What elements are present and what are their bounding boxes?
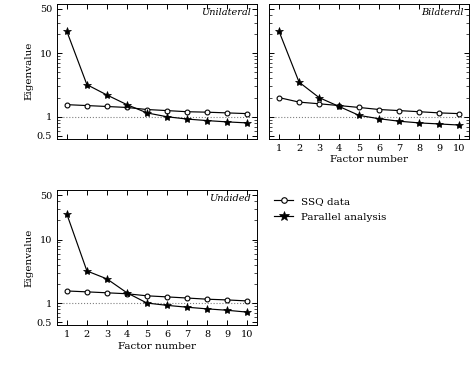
- Y-axis label: Eigenvalue: Eigenvalue: [25, 42, 34, 101]
- X-axis label: Factor number: Factor number: [330, 155, 408, 164]
- Text: Bilateral: Bilateral: [421, 8, 463, 17]
- X-axis label: Factor number: Factor number: [118, 342, 196, 351]
- Y-axis label: Eigenvalue: Eigenvalue: [25, 228, 34, 287]
- Legend: SSQ data, Parallel analysis: SSQ data, Parallel analysis: [274, 195, 387, 222]
- Text: Unilateral: Unilateral: [201, 8, 251, 17]
- Text: Unaided: Unaided: [210, 194, 251, 203]
